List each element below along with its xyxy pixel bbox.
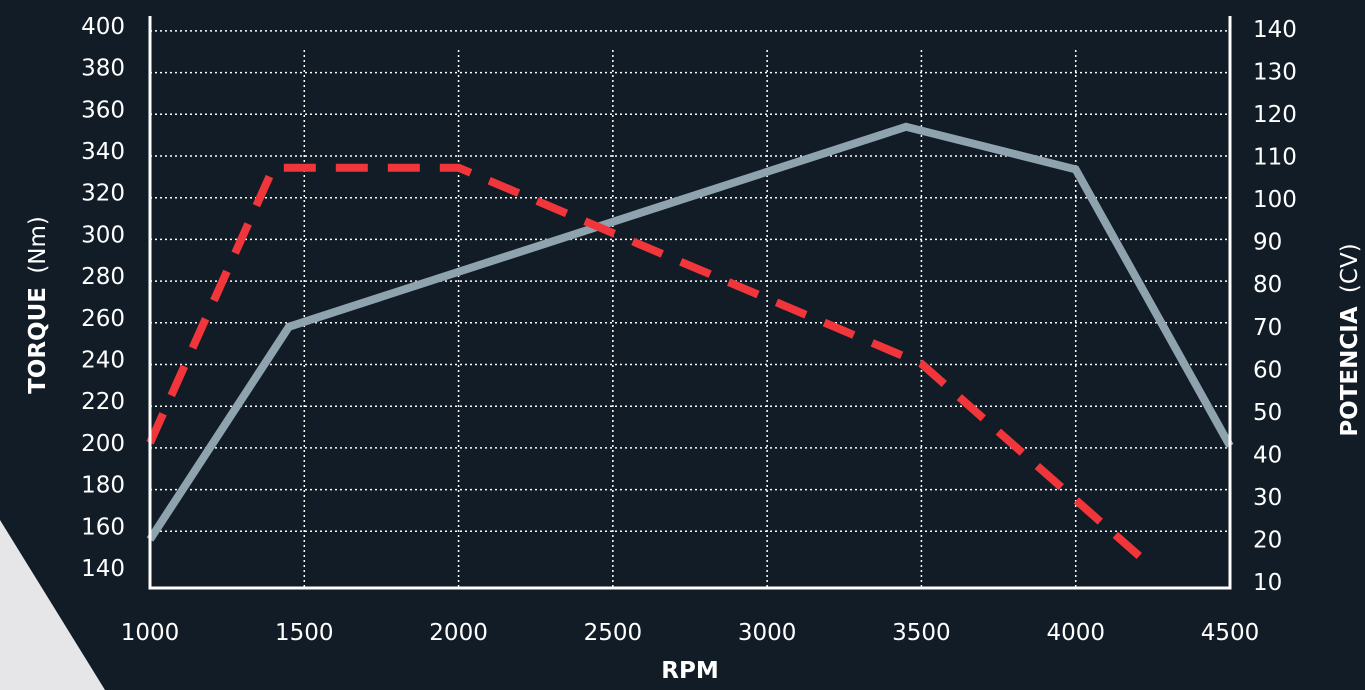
right-tick-label: 130 [1253, 60, 1297, 86]
x-tick-label: 2500 [584, 620, 643, 646]
x-tick-label: 3000 [738, 620, 797, 646]
tick-labels: 140 160 180 200 220 240 260 280 300 320 340 360 380 4… [81, 14, 1297, 646]
left-tick-label: 340 [81, 139, 125, 165]
right-tick-label: 90 [1253, 230, 1282, 256]
x-axis-label: RPM [661, 658, 718, 684]
grid-lines [150, 30, 1230, 588]
power-series-line [146, 122, 1234, 542]
right-tick-label: 80 [1253, 272, 1282, 298]
right-tick-label: 100 [1253, 187, 1297, 213]
x-tick-label: 4000 [1046, 620, 1105, 646]
x-tick-label: 4500 [1201, 620, 1260, 646]
left-tick-label: 300 [81, 222, 125, 248]
left-tick-label: 320 [81, 181, 125, 207]
right-tick-label: 60 [1253, 357, 1282, 383]
left-tick-label: 240 [81, 348, 125, 374]
x-tick-label: 2000 [429, 620, 488, 646]
right-tick-label: 120 [1253, 102, 1297, 128]
axes [148, 16, 1232, 590]
right-axis-label-bold: POTENCIA [1337, 306, 1363, 436]
left-tick-label: 200 [81, 431, 125, 457]
x-tick-label: 1500 [275, 620, 334, 646]
left-tick-label: 280 [81, 264, 125, 290]
right-tick-label: 70 [1253, 315, 1282, 341]
left-axis-label-unit: (Nm) [25, 216, 51, 274]
left-tick-label: 260 [81, 306, 125, 332]
right-tick-label: 140 [1253, 17, 1297, 43]
right-axis-label-unit: (CV) [1337, 243, 1363, 293]
left-axis-label: TORQUE (Nm) [25, 216, 51, 394]
right-tick-label: 10 [1253, 570, 1282, 596]
left-tick-label: 400 [81, 14, 125, 40]
series-group [146, 122, 1234, 571]
torque-series-line [146, 163, 1156, 571]
left-axis-label-bold: TORQUE [25, 287, 51, 394]
left-tick-label: 380 [81, 56, 125, 82]
left-tick-label: 220 [81, 389, 125, 415]
right-tick-label: 20 [1253, 527, 1282, 553]
right-tick-label: 30 [1253, 485, 1282, 511]
x-tick-label: 1000 [121, 620, 180, 646]
right-tick-label: 40 [1253, 442, 1282, 468]
left-tick-label: 160 [81, 514, 125, 540]
left-tick-label: 180 [81, 473, 125, 499]
left-tick-label: 140 [81, 556, 125, 582]
right-tick-label: 110 [1253, 145, 1297, 171]
corner-decoration [0, 520, 105, 690]
left-tick-label: 360 [81, 97, 125, 123]
right-axis-label: POTENCIA (CV) [1337, 243, 1363, 436]
x-tick-label: 3500 [892, 620, 951, 646]
right-tick-label: 50 [1253, 400, 1282, 426]
